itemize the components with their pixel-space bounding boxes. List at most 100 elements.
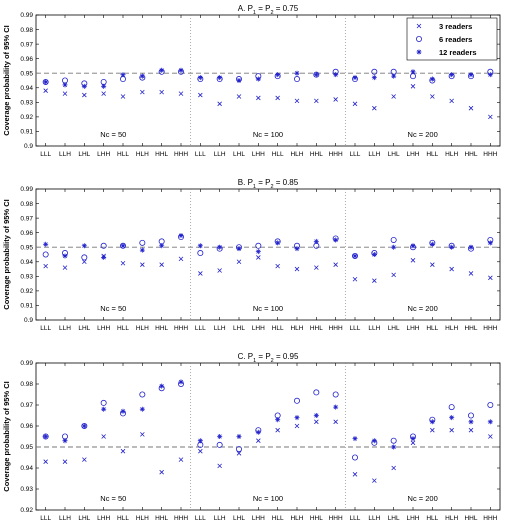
x-tick-label: HHH bbox=[329, 325, 343, 332]
y-tick-label: 0.93 bbox=[20, 100, 33, 107]
data-point bbox=[101, 91, 106, 96]
y-tick-label: 0.98 bbox=[20, 381, 33, 388]
x-tick-label: HHL bbox=[155, 325, 168, 332]
data-point bbox=[468, 105, 474, 111]
data-point bbox=[62, 459, 68, 464]
data-point bbox=[139, 406, 145, 412]
x-tick-label: HHL bbox=[310, 151, 323, 158]
data-point bbox=[468, 72, 474, 78]
group-label: Nc = 200 bbox=[408, 130, 438, 139]
data-point bbox=[294, 266, 300, 272]
x-tick-label: LLL bbox=[195, 325, 206, 332]
data-point bbox=[313, 72, 319, 78]
data-point bbox=[352, 276, 358, 282]
data-point bbox=[294, 70, 300, 76]
data-point bbox=[140, 432, 145, 437]
data-point bbox=[468, 427, 474, 433]
data-point bbox=[410, 258, 416, 263]
data-point bbox=[62, 77, 69, 84]
x-tick-label: LHH bbox=[252, 151, 265, 158]
data-point bbox=[275, 240, 281, 246]
x-tick-label: HLH bbox=[290, 325, 303, 332]
data-point bbox=[372, 278, 377, 283]
data-point bbox=[255, 242, 262, 249]
data-point bbox=[255, 429, 261, 435]
data-point bbox=[43, 434, 49, 439]
x-tick-label: LHH bbox=[97, 515, 110, 520]
x-tick-label: HHL bbox=[310, 325, 323, 332]
data-point bbox=[197, 438, 203, 444]
data-point bbox=[429, 76, 435, 82]
x-tick-label: HHL bbox=[464, 515, 477, 520]
data-point bbox=[313, 71, 320, 78]
y-tick-label: 0.98 bbox=[20, 201, 33, 208]
data-point bbox=[256, 255, 261, 260]
data-point bbox=[197, 250, 204, 257]
x-tick-label: LHL bbox=[233, 151, 245, 158]
legend-marker bbox=[416, 49, 422, 55]
data-point bbox=[351, 454, 358, 461]
x-tick-label: LLL bbox=[195, 151, 206, 158]
x-tick-label: LLL bbox=[40, 515, 51, 520]
data-point bbox=[217, 463, 222, 469]
data-point bbox=[42, 78, 49, 85]
y-tick-label: 0.99 bbox=[20, 12, 33, 19]
group-label: Nc = 100 bbox=[253, 130, 283, 139]
data-point bbox=[178, 91, 184, 96]
x-tick-label: LLH bbox=[368, 515, 380, 520]
x-tick-label: LLL bbox=[40, 325, 51, 332]
data-point bbox=[236, 434, 242, 439]
data-point bbox=[101, 406, 107, 412]
x-tick-label: HHH bbox=[174, 325, 188, 332]
data-point bbox=[430, 427, 435, 433]
x-tick-label: HLH bbox=[136, 515, 149, 520]
data-point bbox=[275, 72, 281, 78]
data-point bbox=[120, 94, 126, 99]
group-label: Nc = 200 bbox=[408, 494, 438, 503]
x-tick-label: LLH bbox=[59, 325, 71, 332]
x-tick-label: LLL bbox=[195, 515, 206, 520]
x-tick-label: HLL bbox=[272, 325, 284, 332]
data-point bbox=[178, 379, 184, 385]
plot-frame bbox=[35, 362, 501, 511]
group-label: Nc = 100 bbox=[253, 304, 283, 313]
data-point bbox=[81, 423, 87, 429]
data-point bbox=[81, 254, 88, 261]
x-tick-label: HHL bbox=[310, 515, 323, 520]
data-point bbox=[217, 268, 222, 273]
data-point bbox=[139, 247, 145, 253]
x-tick-label: LLH bbox=[368, 151, 380, 158]
data-point bbox=[371, 438, 377, 444]
data-point bbox=[256, 438, 261, 443]
y-tick-label: 0.92 bbox=[20, 114, 33, 121]
data-point bbox=[217, 434, 223, 439]
data-point bbox=[352, 436, 358, 442]
y-tick-label: 0.95 bbox=[20, 70, 33, 77]
data-point bbox=[410, 436, 416, 442]
data-point bbox=[42, 251, 49, 258]
data-point bbox=[197, 243, 203, 249]
data-point bbox=[410, 84, 416, 89]
y-tick-label: 0.97 bbox=[20, 215, 33, 222]
data-point bbox=[352, 75, 358, 81]
data-point bbox=[391, 272, 396, 278]
data-point bbox=[275, 95, 280, 101]
legend-entry: 12 readers bbox=[439, 48, 477, 57]
x-tick-label: LLH bbox=[214, 515, 226, 520]
data-point bbox=[81, 243, 87, 249]
y-tick-label: 0.91 bbox=[20, 129, 33, 136]
data-point bbox=[198, 448, 203, 454]
data-point bbox=[410, 69, 416, 75]
x-tick-label: HLH bbox=[290, 515, 303, 520]
data-point bbox=[236, 451, 242, 456]
data-point bbox=[82, 259, 87, 265]
data-point bbox=[101, 434, 106, 439]
data-point bbox=[197, 75, 203, 81]
data-point bbox=[333, 237, 339, 243]
data-point bbox=[236, 246, 242, 252]
data-point bbox=[448, 404, 455, 411]
data-point bbox=[159, 243, 165, 249]
data-point bbox=[449, 244, 455, 250]
data-point bbox=[449, 98, 454, 104]
data-point bbox=[159, 469, 164, 475]
